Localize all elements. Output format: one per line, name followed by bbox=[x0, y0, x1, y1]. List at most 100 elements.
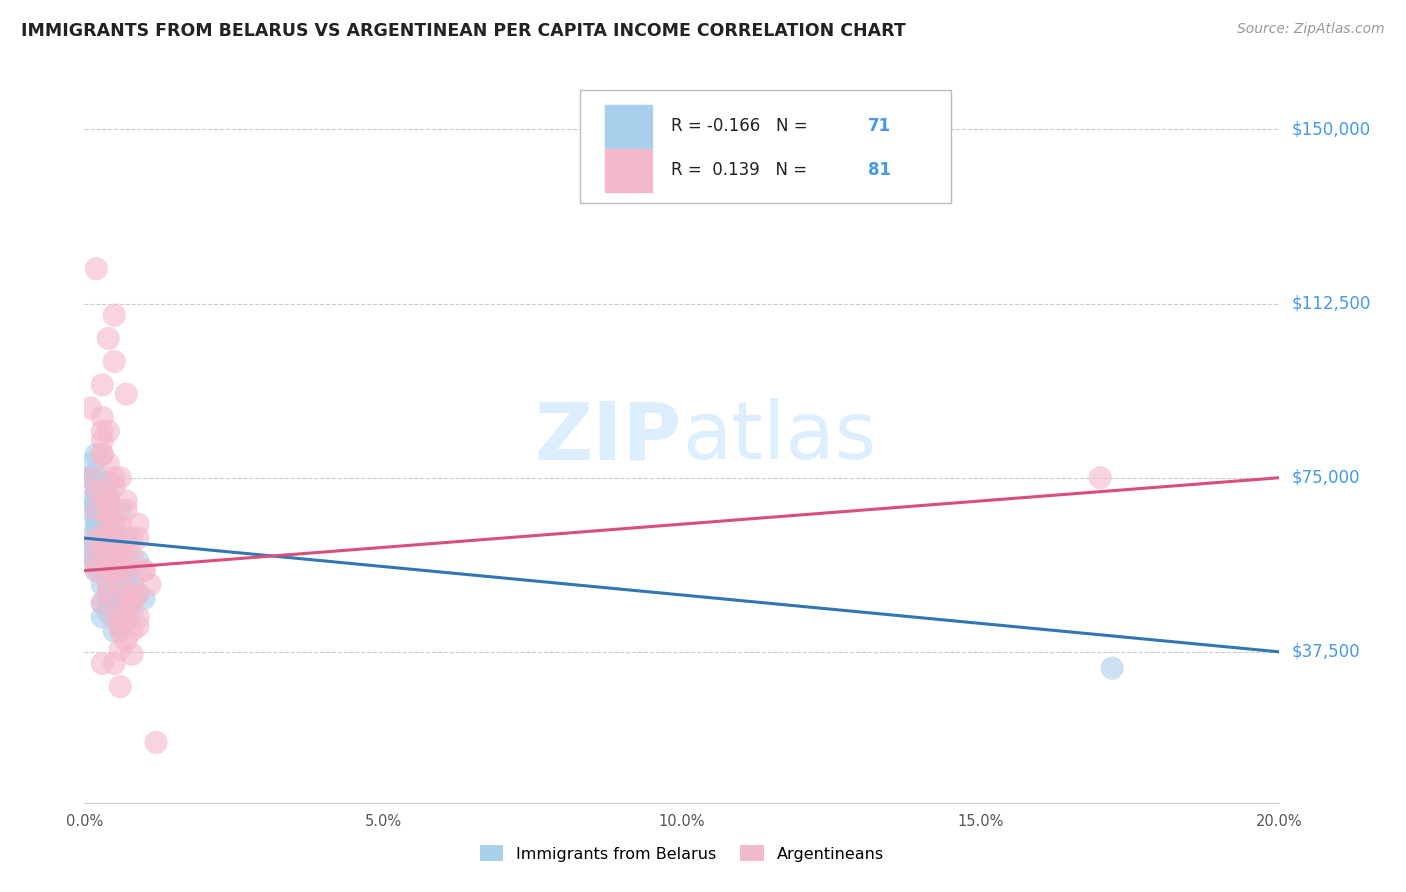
Point bbox=[103, 610, 125, 624]
Point bbox=[97, 503, 120, 517]
Point bbox=[97, 331, 120, 345]
Point bbox=[103, 531, 125, 545]
Point bbox=[97, 494, 120, 508]
Point bbox=[110, 564, 132, 578]
Text: $150,000: $150,000 bbox=[1292, 120, 1371, 138]
Point bbox=[110, 619, 132, 633]
Point bbox=[103, 517, 125, 532]
Point bbox=[97, 564, 120, 578]
Point bbox=[86, 448, 108, 462]
Legend: Immigrants from Belarus, Argentineans: Immigrants from Belarus, Argentineans bbox=[472, 838, 891, 868]
Point bbox=[127, 619, 149, 633]
Point bbox=[79, 457, 101, 471]
Point bbox=[121, 531, 143, 545]
Point bbox=[86, 541, 108, 555]
Point bbox=[97, 606, 120, 620]
Point bbox=[145, 735, 167, 749]
Point bbox=[103, 517, 125, 532]
Point bbox=[97, 577, 120, 591]
Point bbox=[110, 596, 132, 610]
Point bbox=[97, 475, 120, 490]
Point bbox=[79, 503, 101, 517]
Point bbox=[121, 587, 143, 601]
Point bbox=[115, 606, 138, 620]
Point bbox=[110, 642, 132, 657]
Point bbox=[97, 545, 120, 559]
Point bbox=[91, 541, 114, 555]
Point bbox=[121, 596, 143, 610]
Point bbox=[97, 489, 120, 503]
Point bbox=[127, 554, 149, 568]
Point bbox=[91, 531, 114, 545]
Point bbox=[97, 554, 120, 568]
Point bbox=[121, 573, 143, 587]
Point bbox=[97, 535, 120, 549]
Text: $37,500: $37,500 bbox=[1292, 643, 1360, 661]
Point bbox=[86, 466, 108, 480]
Point bbox=[110, 610, 132, 624]
Point bbox=[103, 541, 125, 555]
Text: $112,500: $112,500 bbox=[1292, 294, 1371, 312]
Point bbox=[1101, 661, 1123, 675]
Point bbox=[110, 619, 132, 633]
Point bbox=[86, 484, 108, 499]
Point bbox=[127, 587, 149, 601]
Point bbox=[86, 564, 108, 578]
Point bbox=[115, 549, 138, 564]
Point bbox=[115, 494, 138, 508]
Point bbox=[91, 549, 114, 564]
Point bbox=[91, 517, 114, 532]
Point bbox=[79, 494, 101, 508]
Point bbox=[86, 261, 108, 276]
Point bbox=[91, 512, 114, 526]
Point bbox=[86, 517, 108, 532]
Point bbox=[91, 448, 114, 462]
Point bbox=[91, 577, 114, 591]
Text: R = -0.166   N =: R = -0.166 N = bbox=[671, 117, 813, 136]
Point bbox=[103, 568, 125, 582]
Point bbox=[91, 424, 114, 438]
Point bbox=[110, 577, 132, 591]
Point bbox=[79, 531, 101, 545]
Point bbox=[115, 610, 138, 624]
Point bbox=[79, 549, 101, 564]
Point bbox=[103, 526, 125, 541]
Point bbox=[115, 387, 138, 401]
Point bbox=[110, 503, 132, 517]
Point bbox=[103, 354, 125, 368]
Point bbox=[103, 471, 125, 485]
Point bbox=[91, 410, 114, 425]
Point bbox=[86, 480, 108, 494]
Point bbox=[86, 554, 108, 568]
Point bbox=[91, 549, 114, 564]
Point bbox=[115, 564, 138, 578]
Point bbox=[103, 535, 125, 549]
Point bbox=[91, 448, 114, 462]
Point bbox=[91, 499, 114, 513]
Point bbox=[139, 577, 162, 591]
Point bbox=[115, 531, 138, 545]
Point bbox=[103, 624, 125, 638]
Point bbox=[115, 596, 138, 610]
Point bbox=[91, 377, 114, 392]
Point bbox=[91, 531, 114, 545]
Point bbox=[97, 554, 120, 568]
Point bbox=[79, 549, 101, 564]
Point bbox=[127, 610, 149, 624]
Point bbox=[91, 508, 114, 522]
Text: Source: ZipAtlas.com: Source: ZipAtlas.com bbox=[1237, 22, 1385, 37]
Point bbox=[86, 558, 108, 573]
Point bbox=[79, 401, 101, 415]
Point bbox=[110, 541, 132, 555]
Point bbox=[115, 503, 138, 517]
Text: 81: 81 bbox=[869, 161, 891, 179]
Point bbox=[91, 596, 114, 610]
Point bbox=[115, 615, 138, 629]
Point bbox=[91, 434, 114, 448]
Point bbox=[115, 633, 138, 648]
FancyBboxPatch shape bbox=[606, 104, 652, 148]
Point bbox=[121, 647, 143, 661]
Point bbox=[97, 512, 120, 526]
Point bbox=[97, 591, 120, 606]
Point bbox=[132, 564, 156, 578]
